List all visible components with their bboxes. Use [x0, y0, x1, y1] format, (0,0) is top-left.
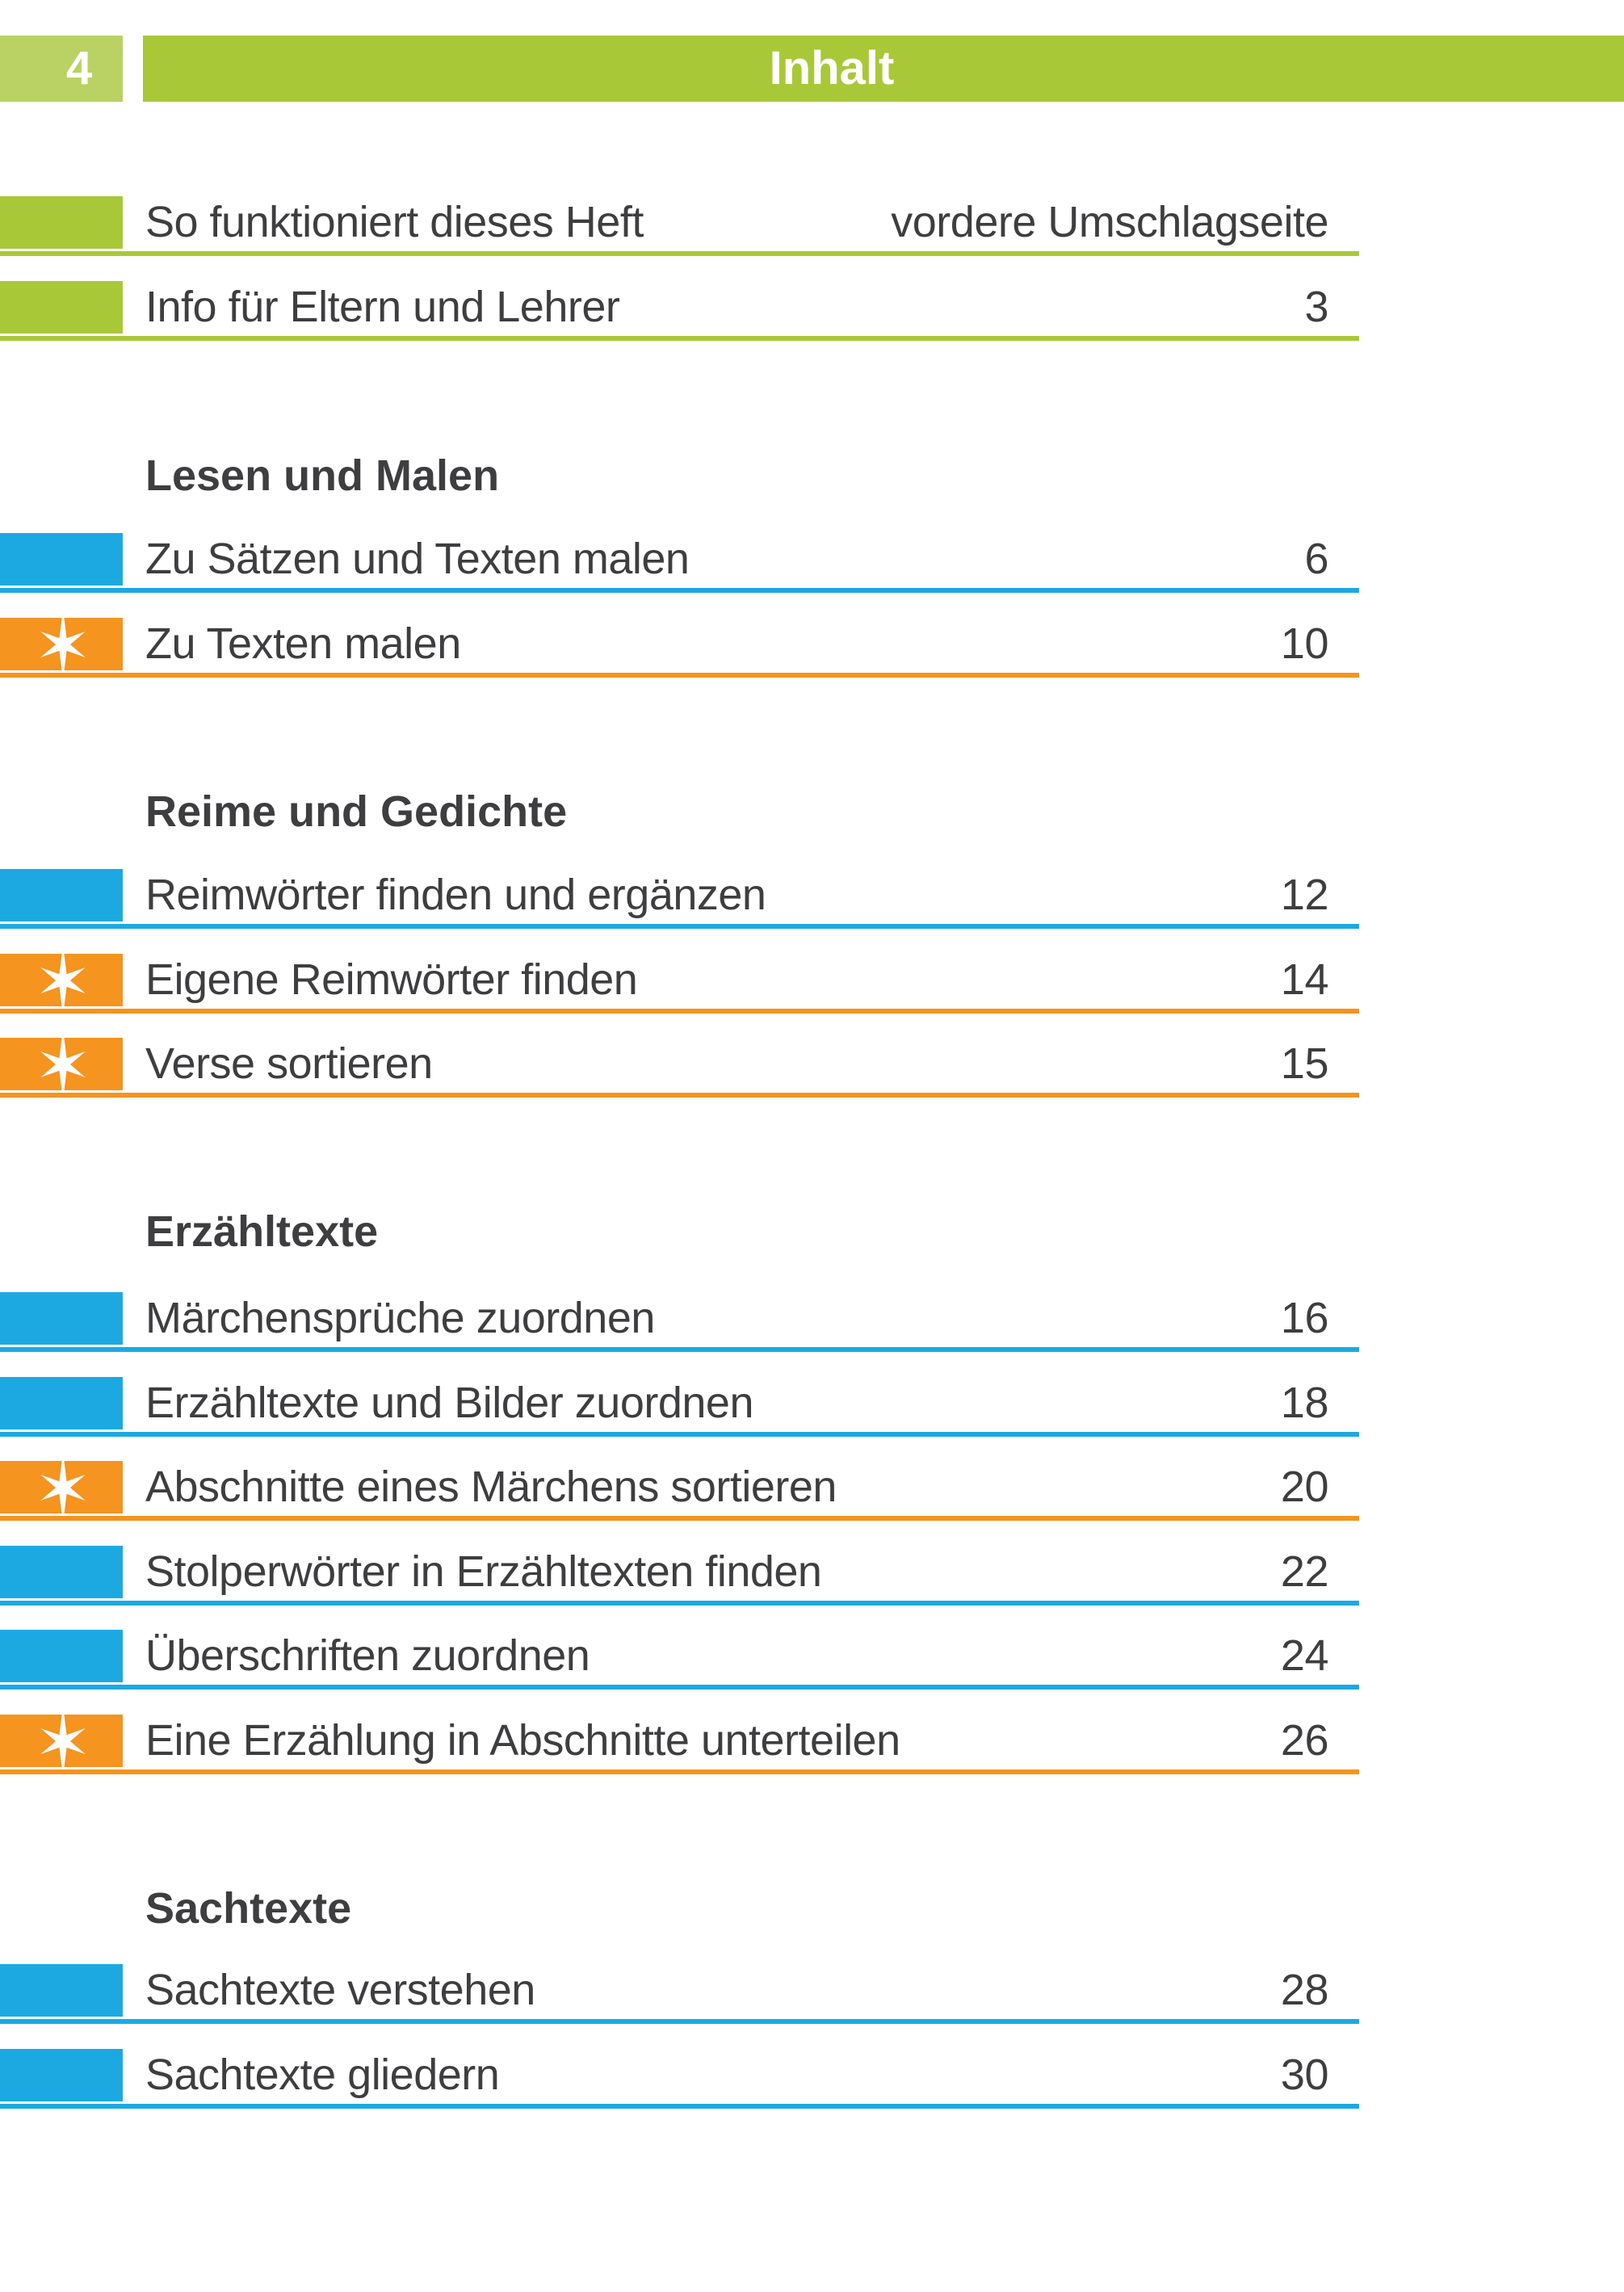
entry-page: 20: [1280, 1463, 1329, 1511]
star-icon: [40, 945, 86, 1016]
toc-entry: Märchensprüche zuordnen 16: [0, 1292, 1359, 1352]
entry-label: Verse sortieren: [145, 1039, 433, 1088]
page-number-badge: 4: [0, 36, 123, 102]
entry-marker-block: [0, 1452, 123, 1523]
star-icon: [40, 1706, 86, 1777]
star-icon: [40, 609, 86, 680]
entry-underline: [0, 1347, 1359, 1352]
section-heading: Sachtexte: [145, 1884, 352, 1933]
entry-marker-block: [0, 945, 123, 1016]
entry-page: 18: [1280, 1379, 1329, 1427]
entry-underline: [0, 251, 1359, 256]
entry-label: Sachtexte verstehen: [145, 1966, 535, 2014]
section-heading: Reime und Gedichte: [145, 787, 568, 836]
toc-entry: Zu Texten malen 10: [0, 609, 1359, 680]
entry-marker-block: [0, 2049, 123, 2101]
entry-page: 10: [1280, 619, 1329, 668]
entry-label: Abschnitte eines Märchens sortieren: [145, 1463, 837, 1511]
entry-underline: [0, 588, 1359, 593]
toc-entry: Zu Sätzen und Texten malen 6: [0, 533, 1359, 593]
toc-entry: Sachtexte gliedern 30: [0, 2049, 1359, 2109]
entry-marker-block: [0, 281, 123, 334]
toc-entry: Erzähltexte und Bilder zuordnen 18: [0, 1377, 1359, 1437]
entry-label: Überschriften zuordnen: [145, 1631, 590, 1680]
entry-underline: [0, 2104, 1359, 2109]
entry-page: 3: [1304, 283, 1328, 331]
entry-marker-block: [0, 533, 123, 586]
entry-underline: [0, 336, 1359, 341]
entry-label: Info für Eltern und Lehrer: [145, 283, 620, 331]
entry-page: 6: [1304, 535, 1328, 583]
entry-page: vordere Umschlagseite: [891, 198, 1328, 246]
toc-entry: Stolperwörter in Erzähltexten finden 22: [0, 1546, 1359, 1606]
entry-label: Stolperwörter in Erzähltexten finden: [145, 1547, 822, 1596]
entry-marker-block: [0, 1546, 123, 1598]
entry-label: So funktioniert dieses Heft: [145, 198, 644, 246]
entry-marker-block: [0, 196, 123, 249]
toc-entry: Sachtexte verstehen 28: [0, 1964, 1359, 2024]
entry-page: 28: [1280, 1966, 1329, 2014]
entry-underline: [0, 1601, 1359, 1606]
entry-marker-block: [0, 1377, 123, 1429]
entry-page: 24: [1280, 1631, 1329, 1680]
entry-label: Zu Sätzen und Texten malen: [145, 535, 690, 583]
entry-underline: [0, 1432, 1359, 1437]
entry-page: 14: [1280, 955, 1329, 1004]
entry-underline: [0, 1516, 1359, 1521]
entry-label: Zu Texten malen: [145, 619, 461, 668]
entry-underline: [0, 2019, 1359, 2024]
entry-page: 12: [1280, 871, 1329, 919]
toc-entry: Reimwörter finden und ergänzen 12: [0, 869, 1359, 929]
header-bar: Inhalt: [143, 36, 1624, 102]
entry-marker-block: [0, 1706, 123, 1777]
page-number: 4: [65, 42, 93, 94]
entry-page: 26: [1280, 1716, 1329, 1765]
entry-marker-block: [0, 609, 123, 680]
entry-page: 22: [1280, 1547, 1329, 1596]
entry-underline: [0, 1685, 1359, 1690]
toc-entry: Abschnitte eines Märchens sortieren 20: [0, 1452, 1359, 1523]
entry-label: Sachtexte gliedern: [145, 2051, 500, 2099]
section-heading: Lesen und Malen: [145, 451, 500, 500]
entry-page: 15: [1280, 1039, 1329, 1088]
page-title: Inhalt: [769, 42, 895, 94]
entry-underline: [0, 1769, 1359, 1774]
toc-entry: Eine Erzählung in Abschnitte unterteilen…: [0, 1706, 1359, 1777]
entry-underline: [0, 1009, 1359, 1014]
entry-underline: [0, 1093, 1359, 1098]
entry-label: Eine Erzählung in Abschnitte unterteilen: [145, 1716, 900, 1765]
toc-entry: Verse sortieren 15: [0, 1029, 1359, 1100]
entry-label: Reimwörter finden und ergänzen: [145, 871, 766, 919]
toc-entry: Überschriften zuordnen 24: [0, 1630, 1359, 1690]
entry-page: 30: [1280, 2051, 1329, 2099]
toc-entry: Info für Eltern und Lehrer 3: [0, 281, 1359, 341]
toc-entry: Eigene Reimwörter finden 14: [0, 945, 1359, 1016]
entry-marker-block: [0, 1029, 123, 1100]
entry-marker-block: [0, 869, 123, 921]
entry-label: Erzähltexte und Bilder zuordnen: [145, 1379, 753, 1427]
entry-label: Eigene Reimwörter finden: [145, 955, 638, 1004]
entry-label: Märchensprüche zuordnen: [145, 1294, 655, 1342]
entry-page: 16: [1280, 1294, 1329, 1342]
entry-underline: [0, 673, 1359, 678]
entry-marker-block: [0, 1630, 123, 1682]
entry-underline: [0, 924, 1359, 929]
star-icon: [40, 1029, 86, 1100]
entry-marker-block: [0, 1964, 123, 2017]
entry-marker-block: [0, 1292, 123, 1345]
star-icon: [40, 1452, 86, 1523]
section-heading: Erzähltexte: [145, 1207, 379, 1256]
toc-entry: So funktioniert dieses Heft vordere Umsc…: [0, 196, 1359, 256]
